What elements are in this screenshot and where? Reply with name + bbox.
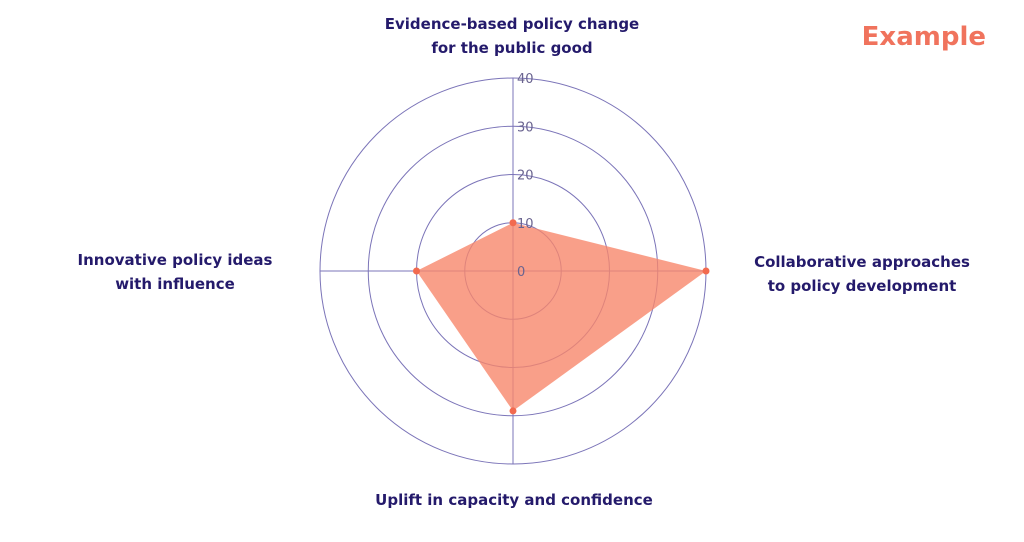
axis-label-innovative: Innovative policy ideas with influence (77, 251, 273, 293)
series-area-0 (416, 222, 706, 411)
axis-label-collaborative: Collaborative approaches to policy devel… (754, 253, 970, 295)
data-point-2 (509, 407, 517, 415)
data-point-1 (702, 267, 710, 275)
r-tick-label-20: 20 (517, 169, 534, 184)
r-tick-label-40: 40 (517, 72, 534, 87)
data-point-3 (413, 267, 420, 275)
r-tick-label-30: 30 (517, 120, 534, 135)
radial-ticks: 0 10 20 30 40 (517, 72, 534, 280)
axis-label-evidence: Evidence-based policy change for the pub… (384, 15, 640, 57)
axis-label-uplift: Uplift in capacity and confidence (375, 491, 653, 509)
r-tick-label-0: 0 (517, 265, 525, 280)
r-tick-label-10: 10 (517, 217, 534, 232)
example-badge: Example (861, 22, 986, 52)
radar-series (413, 219, 710, 415)
data-point-0 (509, 219, 517, 227)
